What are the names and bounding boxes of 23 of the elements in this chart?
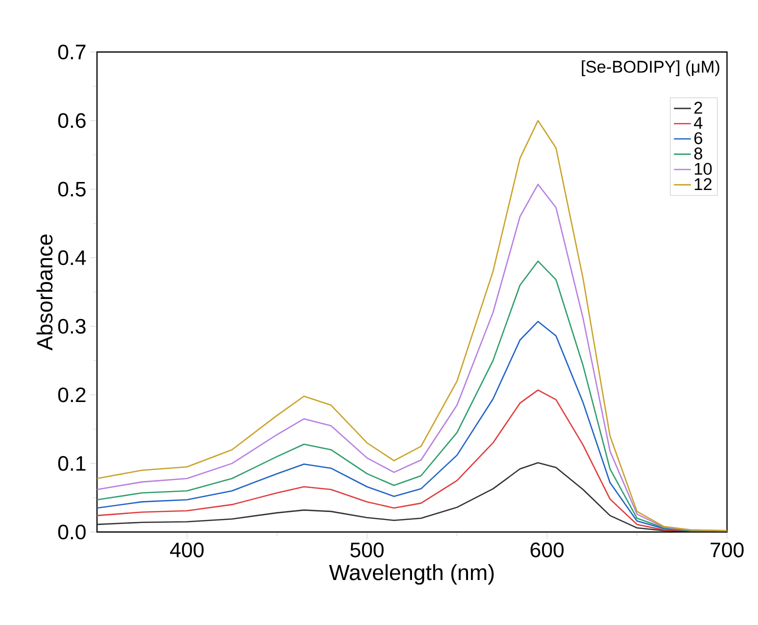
legend-label: 6	[694, 132, 702, 144]
y-tick-label: 0.7	[58, 44, 86, 60]
y-tick-label: 0.2	[58, 387, 86, 402]
y-tick-label: 0.0	[58, 524, 86, 540]
legend-label: 2	[694, 102, 702, 114]
x-tick-label: 400	[170, 542, 204, 558]
y-tick-label: 0.3	[58, 318, 86, 334]
line-series	[97, 462, 728, 532]
line-series	[97, 260, 728, 532]
y-tick-label: 0.4	[58, 250, 86, 266]
x-axis-title: Wavelength (nm)	[329, 564, 494, 585]
y-tick-label: 0.6	[58, 113, 86, 128]
legend-label: 10	[694, 162, 712, 175]
legend-label: 8	[694, 148, 702, 160]
y-tick-label: 0.5	[58, 182, 86, 197]
x-tick-label: 500	[350, 542, 384, 558]
y-axis-title: Absorbance	[36, 234, 53, 350]
legend-label: 12	[694, 178, 712, 190]
legend-label: 4	[694, 117, 702, 129]
x-tick-label: 600	[530, 542, 564, 558]
legend-title: [Se-BODIPY] (μM)	[582, 60, 720, 76]
x-tick-label: 700	[710, 542, 744, 558]
y-tick-label: 0.1	[58, 456, 86, 471]
